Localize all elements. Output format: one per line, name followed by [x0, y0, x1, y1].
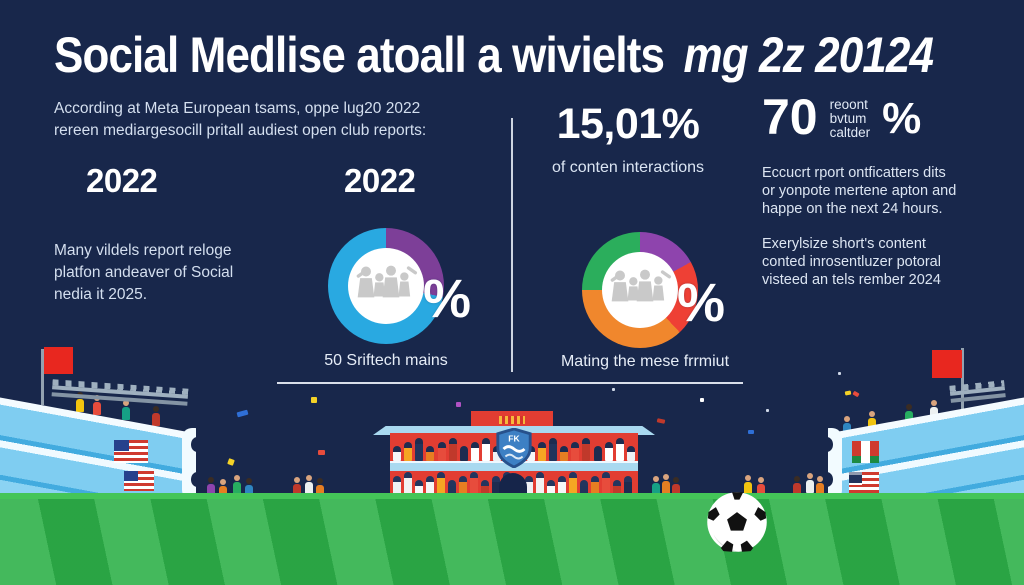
- donut-2-caption: Mating the mese frrmiut: [560, 353, 730, 370]
- percent-symbol: %: [677, 273, 726, 333]
- people-family-icon: [608, 268, 672, 313]
- note-line: Exerylsize short's content: [762, 236, 926, 252]
- left-grandstand-face: [0, 396, 196, 500]
- center-stat: 15,01% of conten interactions: [512, 100, 744, 177]
- svg-text:FK: FK: [508, 433, 520, 443]
- soccer-field: [0, 493, 1024, 585]
- flagpole: [961, 348, 964, 410]
- right-grandstand-endcap: [828, 428, 842, 500]
- right-note-1: Eccucrt rport ontficatters dits or yonpo…: [762, 164, 956, 218]
- note-line: happe on the next 24 hours.: [762, 201, 943, 217]
- striped-flag: [849, 472, 879, 493]
- donut-chart-2: %: [582, 232, 725, 348]
- vertical-divider: [511, 118, 513, 372]
- soccer-ball-icon: [706, 491, 768, 558]
- main-stand-building: FK: [373, 395, 655, 498]
- left-grandstand: [0, 394, 196, 500]
- stat-word: caltder: [829, 125, 871, 140]
- donut-center: [348, 248, 424, 324]
- field-edge-highlight: [0, 493, 1024, 499]
- year-label-right: 2022: [344, 162, 416, 199]
- note-line: Eccucrt rport ontficatters dits: [762, 165, 946, 181]
- left-grandstand-endcap: [182, 428, 196, 500]
- lower-tier-crowd: [393, 469, 635, 495]
- title-main: Social Medlise atoall a wivielts: [54, 27, 665, 83]
- right-stat: 70 reoont bvtum caltder %: [762, 92, 921, 142]
- note-line: or yonpote mertene apton and: [762, 183, 957, 199]
- tier-divider-band: [390, 461, 638, 471]
- donut-center: [602, 252, 678, 328]
- donut-chart-1: %: [328, 228, 471, 344]
- stat-word: reoont: [829, 97, 868, 112]
- usa-flag: [114, 440, 148, 463]
- left-note: Many vildels report reloge platfon andea…: [54, 240, 233, 306]
- right-stat-percent: %: [882, 94, 922, 143]
- right-stat-value: 70: [762, 89, 818, 145]
- stat-word: bvtum: [829, 111, 867, 126]
- right-note-2: Exerylsize short's content conted inrose…: [762, 235, 941, 289]
- intro-line: rereen mediargesocill pritall audiest op…: [54, 122, 427, 139]
- note-line: conted inrosentluzer potoral: [762, 254, 941, 270]
- railing: [949, 380, 1005, 403]
- red-white-flag: [852, 441, 879, 463]
- tower-emblem: [499, 416, 525, 424]
- people-family-icon: [354, 264, 418, 309]
- flagpole: [41, 349, 44, 405]
- center-stat-caption: of conten interactions: [551, 159, 705, 176]
- stadium-entrance-arch: [499, 473, 527, 498]
- stadium-roof: [373, 426, 655, 435]
- horizontal-divider: [277, 382, 743, 384]
- donut-1-caption: 50 Sriftech mains: [324, 352, 448, 369]
- upper-tier-crowd: [393, 435, 635, 461]
- stadium-body: [390, 433, 638, 495]
- center-stat-value: 15,01%: [556, 100, 700, 148]
- right-grandstand: [828, 394, 1024, 500]
- intro-line: According at Meta European tsams, oppe l…: [54, 100, 421, 117]
- percent-symbol: %: [423, 269, 472, 329]
- red-flag: [932, 350, 962, 378]
- page-title: Social Medlise atoall a wivielts mg 2z 20…: [54, 26, 934, 84]
- intro-text: According at Meta European tsams, oppe l…: [54, 98, 426, 142]
- note-line: nedia it 2025.: [54, 286, 148, 303]
- stadium-tower: [471, 411, 553, 435]
- note-line: Many vildels report reloge: [54, 242, 232, 259]
- railing: [52, 379, 189, 405]
- right-grandstand-face: [828, 396, 1024, 500]
- note-line: platfon andeaver of Social: [54, 264, 234, 281]
- club-crest-icon: FK: [495, 427, 533, 473]
- right-stat-words: reoont bvtum caltder: [830, 92, 871, 140]
- red-flag: [44, 347, 73, 374]
- year-label-left: 2022: [86, 162, 158, 199]
- note-line: visteed an tels rember 2024: [762, 272, 941, 288]
- title-suffix: mg 2z 20124: [683, 27, 934, 83]
- usa-flag: [124, 471, 154, 491]
